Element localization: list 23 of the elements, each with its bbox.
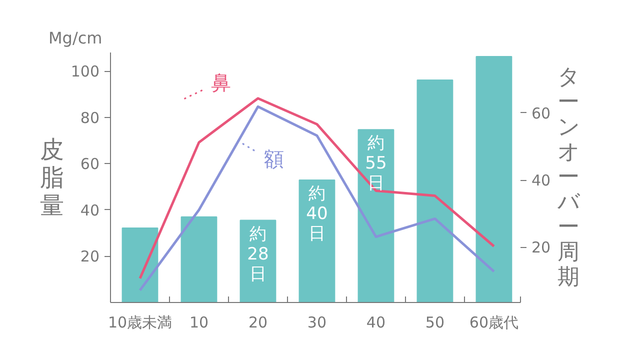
data-label: 約55日 [365, 134, 387, 194]
text: Mg/cm [48, 28, 102, 48]
y2-tick-label: 40 [532, 172, 551, 190]
data-label: 約40日 [306, 184, 328, 244]
x-tick-label: 10歳未満 [108, 314, 172, 332]
legend-label: 額 [264, 146, 284, 171]
x-tick-label: 20 [248, 314, 268, 332]
x-tick-label: 60歳代 [469, 314, 519, 332]
legend-label: 鼻 [210, 70, 231, 95]
x-tick-label: 40 [366, 314, 386, 332]
y2-tick-label: 60 [532, 104, 551, 122]
data-label: 約28日 [247, 224, 269, 284]
x-tick-label: 50 [425, 314, 445, 332]
x-tick-label: 10 [189, 314, 209, 332]
y-tick-label: 60 [80, 155, 100, 174]
y2-tick-label: 20 [532, 238, 551, 257]
y-tick-label: 100 [70, 62, 100, 81]
y-tick-label: 40 [80, 201, 100, 220]
y-tick-label: 20 [80, 248, 100, 266]
y-axis-title: 皮脂量 [40, 136, 64, 220]
x-tick-label: 30 [307, 314, 327, 332]
y-tick-label: 80 [80, 108, 100, 127]
text: ターンオーバー周期 [558, 65, 581, 290]
